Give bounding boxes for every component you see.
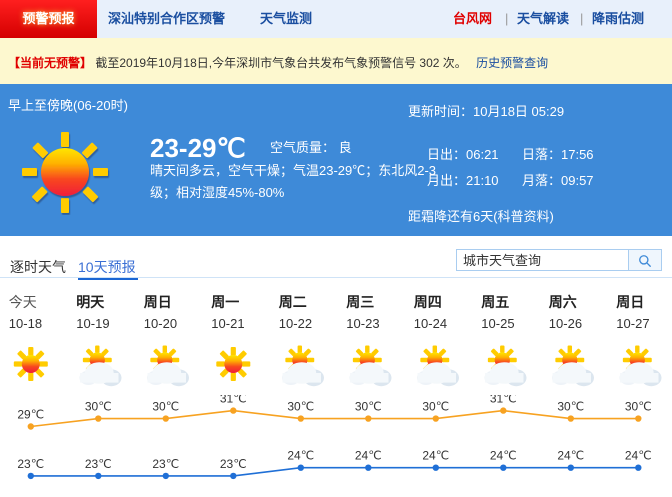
svg-text:23℃: 23℃ — [17, 457, 44, 471]
svg-text:23℃: 23℃ — [220, 457, 247, 471]
svg-text:23℃: 23℃ — [85, 457, 112, 471]
svg-text:30℃: 30℃ — [422, 400, 449, 414]
svg-text:30℃: 30℃ — [287, 400, 314, 414]
svg-text:24℃: 24℃ — [355, 449, 382, 463]
svg-text:24℃: 24℃ — [557, 449, 584, 463]
svg-text:24℃: 24℃ — [625, 449, 652, 463]
svg-text:24℃: 24℃ — [490, 449, 517, 463]
svg-text:24℃: 24℃ — [287, 449, 314, 463]
svg-text:23℃: 23℃ — [152, 457, 179, 471]
svg-text:30℃: 30℃ — [557, 400, 584, 414]
svg-text:24℃: 24℃ — [422, 449, 449, 463]
svg-text:30℃: 30℃ — [625, 400, 652, 414]
svg-text:31℃: 31℃ — [490, 395, 517, 406]
svg-text:31℃: 31℃ — [220, 395, 247, 406]
svg-text:30℃: 30℃ — [85, 400, 112, 414]
svg-text:30℃: 30℃ — [152, 400, 179, 414]
svg-text:29℃: 29℃ — [17, 408, 44, 422]
svg-text:30℃: 30℃ — [355, 400, 382, 414]
